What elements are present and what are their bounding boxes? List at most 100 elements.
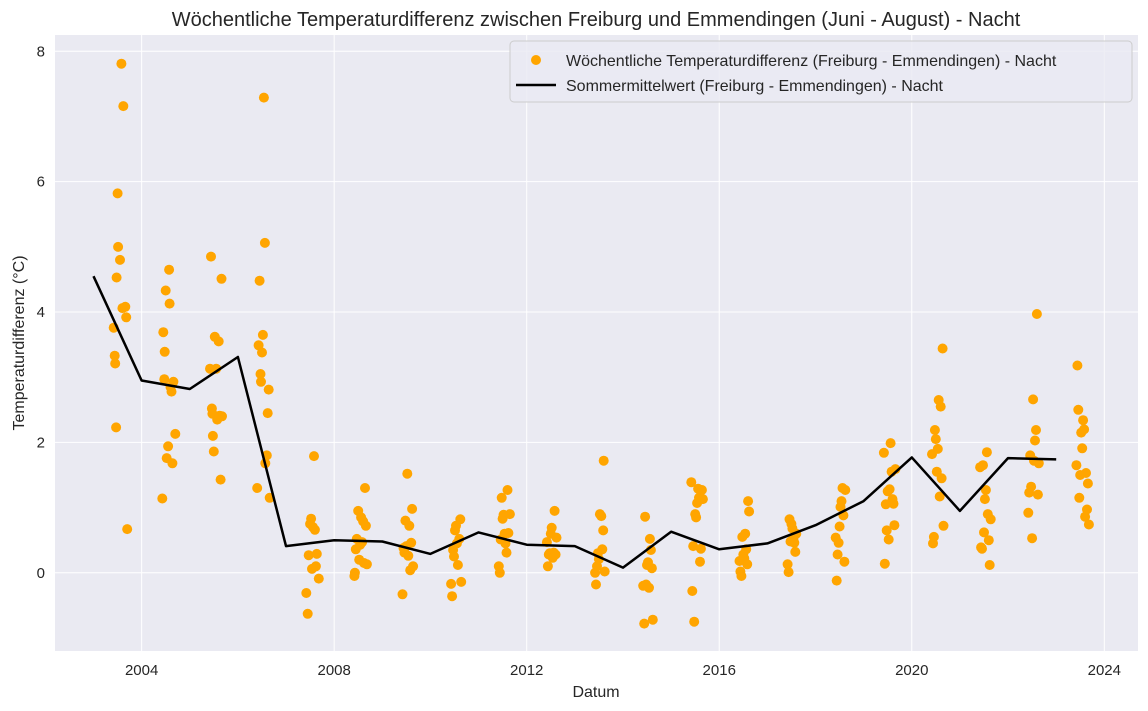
data-point bbox=[1079, 424, 1090, 435]
data-point bbox=[167, 458, 178, 469]
data-point bbox=[832, 549, 843, 560]
data-point bbox=[1031, 309, 1042, 319]
data-point bbox=[1072, 360, 1083, 371]
data-point bbox=[159, 374, 170, 385]
data-point bbox=[983, 535, 994, 546]
data-point bbox=[881, 525, 892, 536]
summer-mean-line bbox=[92, 275, 1057, 569]
data-point bbox=[115, 254, 125, 265]
data-point bbox=[790, 546, 801, 557]
y-tick-label: 4 bbox=[37, 304, 45, 321]
data-point bbox=[157, 493, 168, 504]
data-point bbox=[884, 484, 895, 495]
data-point bbox=[984, 560, 995, 570]
data-point bbox=[216, 273, 227, 284]
data-point bbox=[109, 350, 120, 361]
data-point bbox=[687, 586, 698, 596]
data-point bbox=[936, 473, 947, 484]
data-point bbox=[404, 520, 415, 531]
data-point bbox=[546, 522, 557, 533]
legend-scatter-marker bbox=[531, 55, 541, 65]
data-point bbox=[879, 558, 890, 569]
data-point bbox=[646, 563, 657, 574]
data-point bbox=[1073, 404, 1084, 415]
data-point bbox=[883, 534, 894, 545]
data-point bbox=[112, 188, 123, 199]
data-point bbox=[259, 237, 270, 248]
data-point bbox=[977, 543, 987, 554]
data-point bbox=[262, 408, 273, 419]
data-point bbox=[360, 520, 371, 531]
data-point bbox=[504, 509, 515, 520]
x-tick-label: 2016 bbox=[703, 662, 736, 679]
data-point bbox=[503, 528, 514, 538]
data-point bbox=[254, 275, 265, 286]
data-point bbox=[122, 524, 133, 535]
data-point bbox=[113, 241, 124, 252]
data-point bbox=[686, 477, 697, 488]
data-point bbox=[831, 575, 842, 586]
data-point bbox=[501, 547, 512, 558]
data-point bbox=[1082, 478, 1093, 489]
weekly-difference-points bbox=[108, 58, 1094, 629]
y-axis-label: Temperaturdifferenz (°C) bbox=[11, 255, 28, 430]
data-point bbox=[208, 446, 219, 457]
data-point bbox=[116, 58, 127, 69]
data-point bbox=[263, 384, 274, 395]
data-point bbox=[885, 438, 896, 449]
legend-box bbox=[509, 40, 1133, 103]
data-point bbox=[598, 525, 609, 536]
data-point bbox=[937, 343, 948, 354]
data-point bbox=[449, 551, 459, 562]
data-point bbox=[313, 573, 324, 584]
data-point bbox=[494, 567, 505, 578]
data-point bbox=[258, 92, 269, 103]
y-tick-label: 0 bbox=[37, 565, 45, 582]
data-point bbox=[456, 576, 467, 587]
data-point bbox=[446, 578, 457, 589]
y-tick-label: 8 bbox=[37, 43, 45, 60]
data-point bbox=[978, 460, 988, 471]
data-point bbox=[213, 336, 224, 347]
data-point bbox=[742, 559, 753, 570]
x-tick-label: 2004 bbox=[125, 662, 158, 679]
data-point bbox=[550, 549, 561, 560]
data-point bbox=[360, 483, 370, 493]
legend-scatter-label: Wöchentliche Temperaturdifferenz (Freibu… bbox=[566, 53, 1057, 70]
data-point bbox=[1027, 533, 1038, 544]
data-point bbox=[640, 511, 651, 522]
data-point bbox=[303, 550, 314, 561]
data-point bbox=[252, 483, 263, 493]
data-point bbox=[1030, 435, 1040, 446]
data-point bbox=[496, 492, 507, 503]
data-point bbox=[1082, 504, 1092, 515]
data-point bbox=[839, 556, 850, 567]
data-point bbox=[1083, 519, 1094, 530]
data-point bbox=[406, 537, 417, 548]
data-point bbox=[1078, 415, 1089, 426]
data-point bbox=[789, 537, 800, 548]
data-point bbox=[695, 556, 705, 567]
data-point bbox=[1023, 507, 1034, 518]
y-axis: 0 2 4 6 8 bbox=[37, 43, 45, 581]
data-point bbox=[691, 512, 702, 523]
x-tick-label: 2024 bbox=[1088, 662, 1121, 679]
data-point bbox=[160, 285, 171, 296]
data-point bbox=[306, 513, 317, 524]
data-point bbox=[311, 548, 322, 559]
data-point bbox=[121, 312, 132, 323]
data-point bbox=[256, 376, 266, 387]
data-point bbox=[782, 559, 793, 570]
data-point bbox=[110, 358, 121, 369]
data-point bbox=[697, 494, 708, 505]
data-point bbox=[1028, 394, 1039, 405]
data-point bbox=[402, 468, 413, 479]
data-point bbox=[930, 434, 941, 445]
data-point bbox=[502, 485, 513, 495]
data-point bbox=[743, 496, 754, 507]
data-point bbox=[1026, 481, 1037, 492]
data-point bbox=[452, 560, 463, 570]
legend: Wöchentliche Temperaturdifferenz (Freibu… bbox=[509, 40, 1133, 103]
y-tick-label: 2 bbox=[37, 434, 45, 451]
x-axis: 2004 2008 2012 2016 2020 2024 bbox=[125, 662, 1121, 679]
